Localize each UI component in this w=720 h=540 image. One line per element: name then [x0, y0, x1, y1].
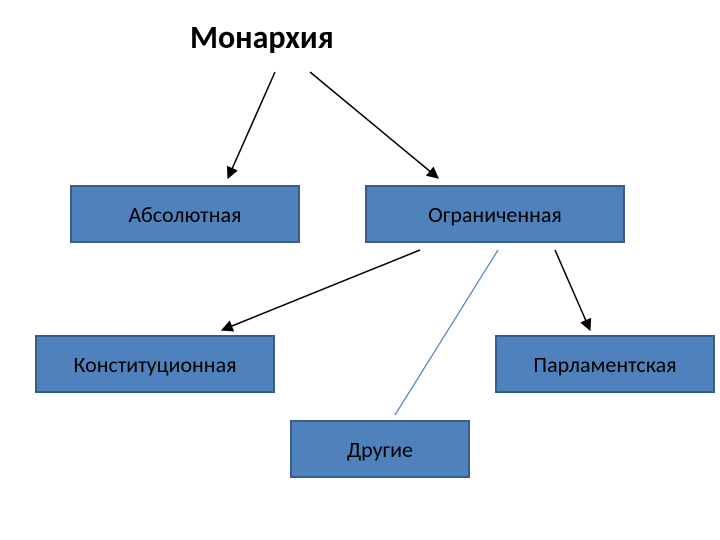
node-other: Другие	[290, 420, 470, 478]
edge	[310, 72, 438, 178]
node-limited-label: Ограниченная	[428, 201, 562, 228]
edge	[228, 72, 275, 178]
node-parliamentary-label: Парламентская	[533, 351, 676, 378]
node-limited: Ограниченная	[365, 185, 625, 243]
edge	[222, 250, 420, 330]
node-constitutional-label: Конституционная	[73, 351, 236, 378]
edge	[395, 250, 498, 415]
node-parliamentary: Парламентская	[495, 335, 715, 393]
diagram-title: Монархия	[190, 18, 334, 57]
edge	[555, 250, 590, 330]
node-absolute-label: Абсолютная	[129, 201, 242, 228]
node-absolute: Абсолютная	[70, 185, 300, 243]
node-constitutional: Конституционная	[35, 335, 275, 393]
node-other-label: Другие	[347, 436, 413, 463]
